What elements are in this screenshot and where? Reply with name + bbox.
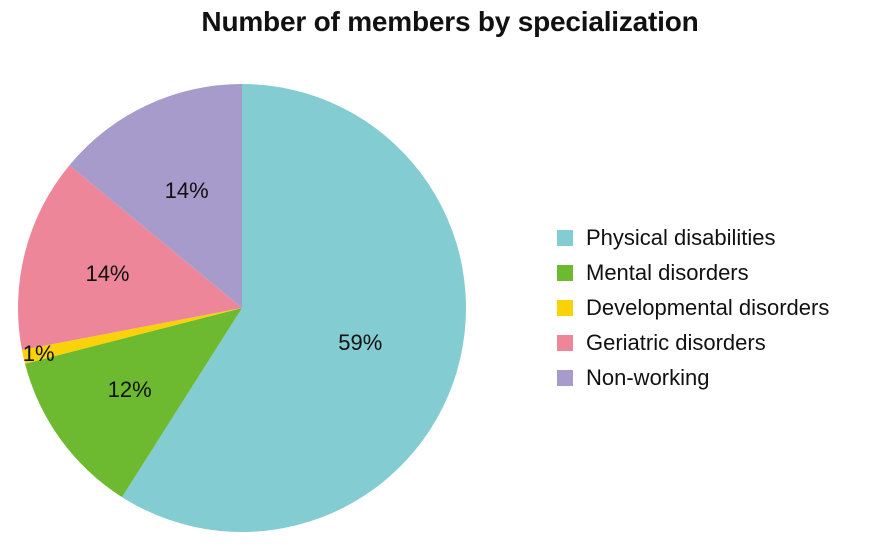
slice-label-developmental-disorders: 1% (23, 341, 55, 366)
legend-swatch (557, 369, 573, 386)
legend-item-non-working: Non-working (557, 360, 877, 395)
legend-label: Physical disabilities (586, 224, 776, 250)
legend-label: Developmental disorders (586, 294, 830, 320)
slice-label-geriatric-disorders: 14% (85, 261, 129, 286)
legend-item-physical-disabilities: Physical disabilities (557, 220, 877, 255)
pie-slice-developmental-disorders (21, 308, 243, 364)
legend-swatch (557, 264, 573, 281)
legend-swatch (557, 299, 573, 316)
pie-slice-physical-disabilities (121, 84, 467, 532)
legend-label: Non-working (586, 364, 710, 390)
chart-title: Number of members by specialization (201, 6, 699, 37)
legend-label: Geriatric disorders (586, 329, 766, 355)
slice-label-non-working: 14% (165, 178, 209, 203)
legend-item-developmental-disorders: Developmental disorders (557, 290, 877, 325)
slice-label-mental-disorders: 12% (108, 377, 152, 402)
pie-slice-non-working (69, 84, 243, 308)
pie-slice-mental-disorders (25, 308, 243, 498)
chart-legend: Physical disabilities Mental disorders D… (557, 220, 877, 395)
pie-slice-geriatric-disorders (17, 165, 242, 350)
legend-swatch (557, 334, 573, 351)
legend-swatch (557, 229, 573, 246)
legend-item-mental-disorders: Mental disorders (557, 255, 877, 290)
legend-item-geriatric-disorders: Geriatric disorders (557, 325, 877, 360)
slice-label-physical-disabilities: 59% (338, 330, 382, 355)
legend-label: Mental disorders (586, 259, 749, 285)
